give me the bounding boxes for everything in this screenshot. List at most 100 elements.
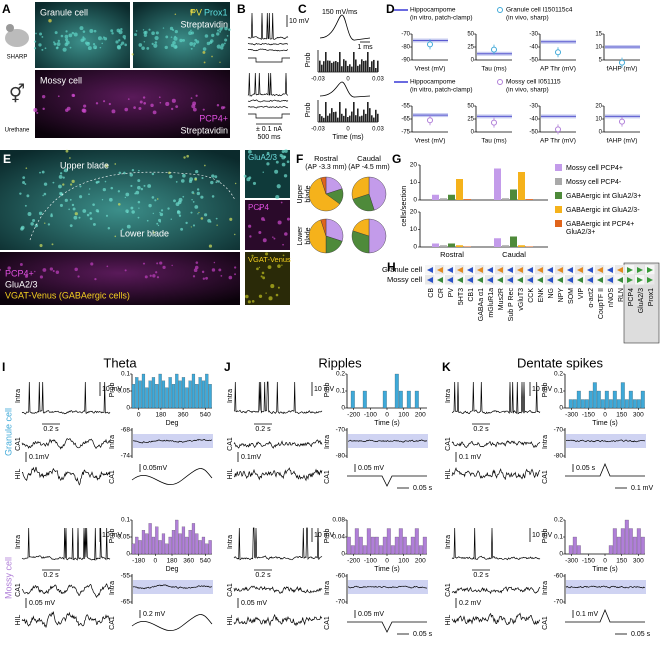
hist-bar xyxy=(402,536,407,555)
hist-bar xyxy=(600,399,605,409)
cell-dot xyxy=(63,170,66,172)
cell-dot xyxy=(251,254,254,257)
cell-dot xyxy=(39,275,43,279)
cell-dot xyxy=(168,171,171,175)
row-label: Granule cell xyxy=(3,408,13,456)
cell-dot xyxy=(137,185,141,190)
y-tick-label: 0 xyxy=(471,58,475,64)
marker-icon xyxy=(467,277,473,283)
hist-bar xyxy=(343,59,345,72)
micrograph xyxy=(35,2,130,68)
cell-dot xyxy=(65,40,70,45)
marker-icon xyxy=(587,267,593,273)
scale-label: 0.1 mV xyxy=(459,454,482,461)
hist-bar xyxy=(604,390,609,409)
cell-dot xyxy=(193,193,195,195)
pie-slice xyxy=(320,218,327,237)
x-axis-label: fAHP (mV) xyxy=(607,138,638,145)
y-tick-label: -60 xyxy=(554,573,564,580)
cell-dot xyxy=(159,261,163,265)
panel-label: D xyxy=(386,2,395,16)
hist-bar xyxy=(351,66,353,72)
label: Intra xyxy=(227,389,234,403)
y-tick-label: 15 xyxy=(595,32,602,38)
scale-label: 0.2 s xyxy=(255,426,271,433)
y-axis-label: Prob xyxy=(324,383,331,398)
cell-dot xyxy=(261,217,265,221)
y-tick-label: 0 xyxy=(471,130,475,136)
cell-dot xyxy=(194,205,199,209)
cell-dot xyxy=(87,46,92,51)
bar xyxy=(464,246,471,247)
cell-dot xyxy=(70,183,73,186)
y-axis-label: Prob xyxy=(109,383,116,398)
trace xyxy=(21,466,111,486)
hist-bar xyxy=(349,115,351,122)
legend-marker xyxy=(497,7,503,13)
cell-dot xyxy=(256,267,259,271)
label: HIL xyxy=(15,468,22,479)
scale-label: 0.2 mV xyxy=(143,611,166,618)
cell-dot xyxy=(258,294,263,298)
cell-dot xyxy=(175,105,179,109)
hist-bar xyxy=(319,113,321,122)
marker-icon xyxy=(567,267,573,273)
label: Lower blade xyxy=(120,228,169,238)
cell-dot xyxy=(131,53,134,56)
cell-dot xyxy=(59,172,63,175)
label: Caudal xyxy=(357,154,381,163)
legend-label: GABAergic int GluA2/3+ xyxy=(566,193,641,200)
cell-dot xyxy=(110,186,114,190)
cell-dot xyxy=(226,35,229,37)
trace xyxy=(451,612,541,625)
hist-bar xyxy=(390,545,395,555)
marker-icon xyxy=(507,267,513,273)
cell-dot xyxy=(64,198,68,202)
label: GluA2/3 xyxy=(248,153,277,162)
cell-dot xyxy=(207,218,211,223)
cell-dot xyxy=(105,164,109,168)
pie-slice xyxy=(320,176,327,195)
cell-dot xyxy=(186,154,189,158)
cell-dot xyxy=(267,265,272,269)
hist-bar xyxy=(131,543,136,555)
x-axis-label: Vrest (mV) xyxy=(415,66,446,73)
cell-dot xyxy=(53,41,55,44)
cell-dot xyxy=(283,155,287,159)
cell-dot xyxy=(223,106,226,109)
legend-label: Mossy cell PCP4- xyxy=(566,179,622,186)
cell-dot xyxy=(118,39,121,42)
x-tick-label: -150 xyxy=(582,558,595,565)
scale-label: 0.2 s xyxy=(473,426,489,433)
y-tick-label: 0.04 xyxy=(332,534,345,541)
hist-bar xyxy=(208,540,212,555)
legend-label: GABAergic int GluA2/3- xyxy=(566,207,640,214)
cell-dot xyxy=(127,98,130,100)
legend-label: Mossy cell PCP4+ xyxy=(566,165,623,172)
hist-bar xyxy=(370,536,375,555)
cell-dot xyxy=(144,275,148,279)
hist-bar xyxy=(145,533,149,555)
hist-bar xyxy=(151,536,156,555)
marker-icon xyxy=(427,267,433,273)
cell-dot xyxy=(111,32,114,35)
y-tick-label: -40 xyxy=(529,45,538,51)
hist-bar xyxy=(138,380,142,409)
x-tick-label: 200 xyxy=(415,558,426,565)
y-tick-label: 10 xyxy=(595,117,602,123)
cell-dot xyxy=(216,32,220,36)
panel-label: I xyxy=(2,360,5,374)
cell-dot xyxy=(89,29,94,34)
cell-dot xyxy=(108,102,111,106)
hist-bar xyxy=(371,61,373,72)
trace xyxy=(132,584,213,590)
hist-bar xyxy=(354,528,359,555)
cell-dot xyxy=(248,176,252,180)
hist-bar xyxy=(394,373,399,409)
x-axis-label: Deg xyxy=(166,420,179,427)
cell-dot xyxy=(215,217,218,220)
hist-bar xyxy=(195,533,199,555)
y-tick-label: 10 xyxy=(595,45,602,51)
field-average xyxy=(347,621,427,633)
micrograph xyxy=(0,150,240,250)
